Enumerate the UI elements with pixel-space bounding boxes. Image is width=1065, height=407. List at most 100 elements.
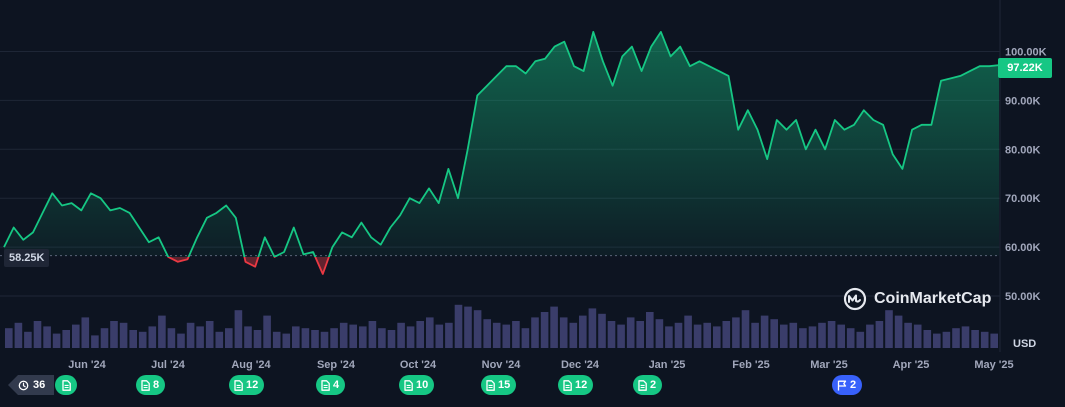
event-flag-badge[interactable]: 2: [832, 375, 863, 395]
volume-bar: [301, 328, 310, 348]
volume-bar: [91, 335, 99, 348]
volume-bar: [426, 317, 434, 348]
document-icon: [486, 379, 495, 391]
volume-bar: [14, 322, 23, 348]
x-tick-label: Nov '24: [482, 359, 522, 371]
volume-bar: [674, 322, 683, 348]
volume-bar: [894, 315, 903, 348]
news-badge[interactable]: 4: [316, 375, 346, 395]
badge-count: 15: [498, 379, 511, 391]
volume-bar: [856, 331, 865, 348]
document-icon: [563, 379, 572, 391]
volume-bar: [741, 310, 750, 348]
volume-bar: [722, 321, 731, 348]
volume-bar: [607, 321, 616, 348]
news-badge[interactable]: 10: [399, 375, 435, 395]
volume-bar: [110, 321, 118, 348]
volume-bar: [464, 306, 472, 348]
volume-bar: [72, 324, 80, 348]
volume-bar: [378, 328, 386, 348]
news-badge[interactable]: 2: [633, 375, 663, 395]
x-tick-label: Dec '24: [561, 359, 600, 371]
news-badge[interactable]: 15: [481, 375, 517, 395]
volume-bar: [282, 333, 291, 348]
volume-bar: [531, 317, 539, 348]
volume-bar: [43, 326, 51, 348]
volume-bar: [272, 331, 281, 348]
volume-bar: [885, 310, 893, 348]
current-price-label: 97.22K: [998, 58, 1052, 78]
y-tick-label: 80.00K: [1005, 144, 1041, 156]
volume-bar: [512, 321, 520, 348]
volume-bar: [167, 328, 176, 348]
volume-bar: [320, 331, 329, 348]
volume-bar: [703, 322, 711, 348]
volume-bar: [244, 326, 252, 348]
volume-bar: [186, 322, 195, 348]
volume-bar: [684, 315, 692, 348]
volume-bar: [435, 324, 444, 348]
volume-bar: [234, 310, 243, 348]
volume-bar: [799, 328, 807, 348]
x-tick-label: May '25: [974, 359, 1013, 371]
volume-bar: [665, 326, 673, 348]
volume-bar: [62, 330, 70, 348]
volume-bar: [311, 330, 319, 348]
volume-bar: [502, 324, 511, 348]
news-badge[interactable]: 8: [136, 375, 166, 395]
badge-count: 2: [850, 379, 857, 391]
volume-bar: [846, 328, 855, 348]
volume-bar: [158, 315, 166, 348]
volume-bar: [588, 308, 597, 348]
x-tick-label: Jun '24: [68, 359, 106, 371]
coinmarketcap-logo-icon: [843, 287, 867, 311]
volume-bar: [598, 313, 606, 348]
volume-bar: [655, 319, 664, 348]
currency-label: USD: [1013, 338, 1037, 350]
volume-bar: [81, 317, 90, 348]
news-badge[interactable]: [55, 375, 77, 395]
volume-bar: [148, 326, 157, 348]
volume-bar: [387, 330, 396, 348]
volume-bar: [129, 330, 137, 348]
volume-bar: [52, 333, 61, 348]
x-tick-label: Feb '25: [732, 359, 769, 371]
y-axis: 100.00K 90.00K 80.00K 70.00K 60.00K 50.00K: [1005, 47, 1047, 304]
volume-bar: [339, 322, 348, 348]
badge-count: 10: [416, 379, 429, 391]
volume-bar: [952, 328, 960, 348]
volume-bar: [33, 321, 42, 348]
volume-bar: [416, 321, 424, 348]
document-icon: [234, 379, 243, 391]
volume-bar: [368, 321, 377, 348]
volume-bar: [473, 310, 482, 348]
volume-bar: [550, 306, 558, 348]
volume-bar: [177, 333, 185, 348]
y-tick-label: 100.00K: [1005, 47, 1047, 59]
baseline-price-label: 58.25K: [4, 249, 50, 267]
history-button[interactable]: 36: [8, 375, 54, 395]
volume-bar: [837, 324, 845, 348]
history-icon: [18, 380, 29, 391]
x-tick-label: Jan '25: [649, 359, 686, 371]
volume-bar: [330, 328, 338, 348]
volume-bar: [693, 324, 702, 348]
document-icon: [141, 379, 150, 391]
badge-count: 12: [575, 379, 588, 391]
volume-bar: [483, 319, 491, 348]
volume-bar: [579, 315, 587, 348]
volume-bar: [770, 319, 778, 348]
news-badge[interactable]: 12: [229, 375, 265, 395]
volume-bar: [617, 324, 625, 348]
volume-bar: [732, 317, 740, 348]
volume-bar: [713, 326, 721, 348]
flag-icon: [837, 380, 847, 391]
news-badge[interactable]: 12: [558, 375, 594, 395]
volume-bar: [827, 321, 836, 348]
volume-bar: [540, 312, 549, 348]
history-count: 36: [33, 379, 46, 391]
logo-text: CoinMarketCap: [874, 290, 992, 307]
price-line-up: [3, 31, 1000, 257]
volume-bar: [866, 324, 874, 348]
volume-bar: [875, 321, 884, 348]
